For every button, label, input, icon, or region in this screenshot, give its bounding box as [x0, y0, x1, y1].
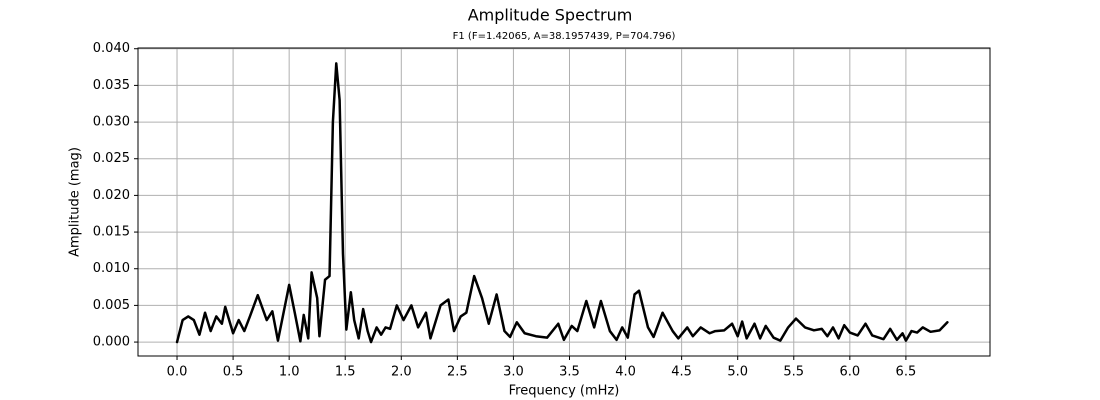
y-tick-label: 0.025 — [93, 151, 130, 166]
y-tick-label: 0.010 — [93, 261, 130, 276]
x-axis-label: Frequency (mHz) — [509, 384, 620, 399]
x-tick-label: 3.5 — [559, 365, 580, 380]
y-tick-label: 0.000 — [93, 335, 130, 350]
y-tick-label: 0.005 — [93, 298, 130, 313]
y-tick-label: 0.040 — [93, 41, 130, 56]
x-tick-label: 5.0 — [727, 365, 748, 380]
y-tick-label: 0.015 — [93, 225, 130, 240]
x-tick-label: 1.5 — [335, 365, 356, 380]
y-tick-label: 0.035 — [93, 78, 130, 93]
x-tick-label: 3.0 — [503, 365, 524, 380]
spectrum-line — [175, 62, 949, 344]
x-tick-label: 5.5 — [783, 365, 804, 380]
chart-title: Amplitude Spectrum — [468, 6, 633, 25]
x-tick-label: 1.0 — [279, 365, 300, 380]
y-tick-label: 0.030 — [93, 115, 130, 130]
x-tick-label: 4.5 — [671, 365, 692, 380]
y-tick-label: 0.020 — [93, 188, 130, 203]
x-tick-label: 6.5 — [896, 365, 917, 380]
chart-subtitle: F1 (F=1.42065, A=38.1957439, P=704.796) — [453, 31, 676, 42]
x-tick-label: 2.5 — [447, 365, 468, 380]
x-tick-label: 0.5 — [223, 365, 244, 380]
plot-frame — [137, 47, 991, 357]
y-axis-label: Amplitude (mag) — [68, 147, 83, 257]
x-tick-label: 0.0 — [167, 365, 188, 380]
x-tick-label: 2.0 — [391, 365, 412, 380]
x-tick-label: 6.0 — [839, 365, 860, 380]
x-tick-label: 4.0 — [615, 365, 636, 380]
